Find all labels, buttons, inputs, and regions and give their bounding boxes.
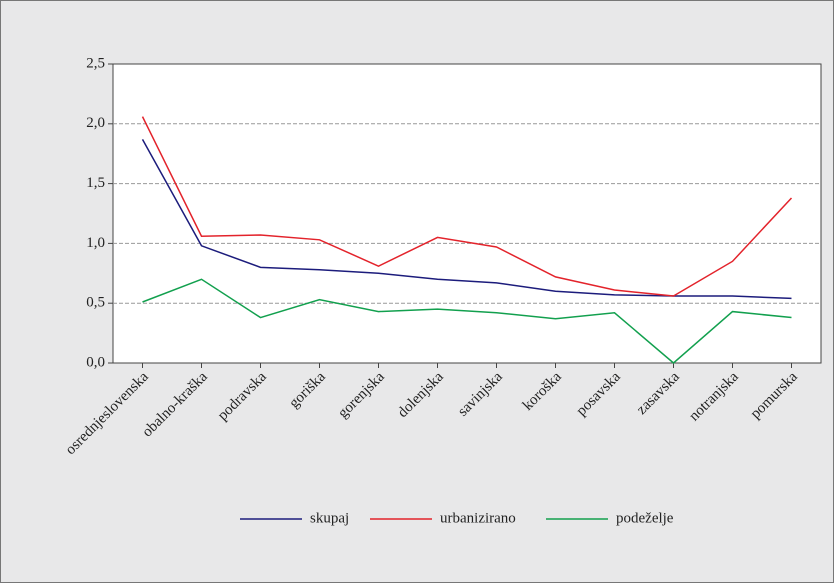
- plot-area: [112, 63, 822, 364]
- y-tick-label: 2,5: [86, 55, 105, 71]
- y-tick-label: 2,0: [86, 115, 105, 131]
- line-series: [142, 278, 792, 364]
- line-series: [141, 116, 793, 297]
- line-series: [141, 138, 792, 300]
- y-tick-label: 0,0: [86, 354, 105, 370]
- y-tick-label: 1,5: [86, 175, 105, 191]
- legend-label: skupaj: [310, 510, 349, 526]
- legend-label: urbanizirano: [440, 510, 516, 526]
- y-tick-label: 0,5: [86, 295, 105, 311]
- y-tick-label: 1,0: [86, 235, 105, 251]
- legend-label: podeželje: [616, 510, 674, 526]
